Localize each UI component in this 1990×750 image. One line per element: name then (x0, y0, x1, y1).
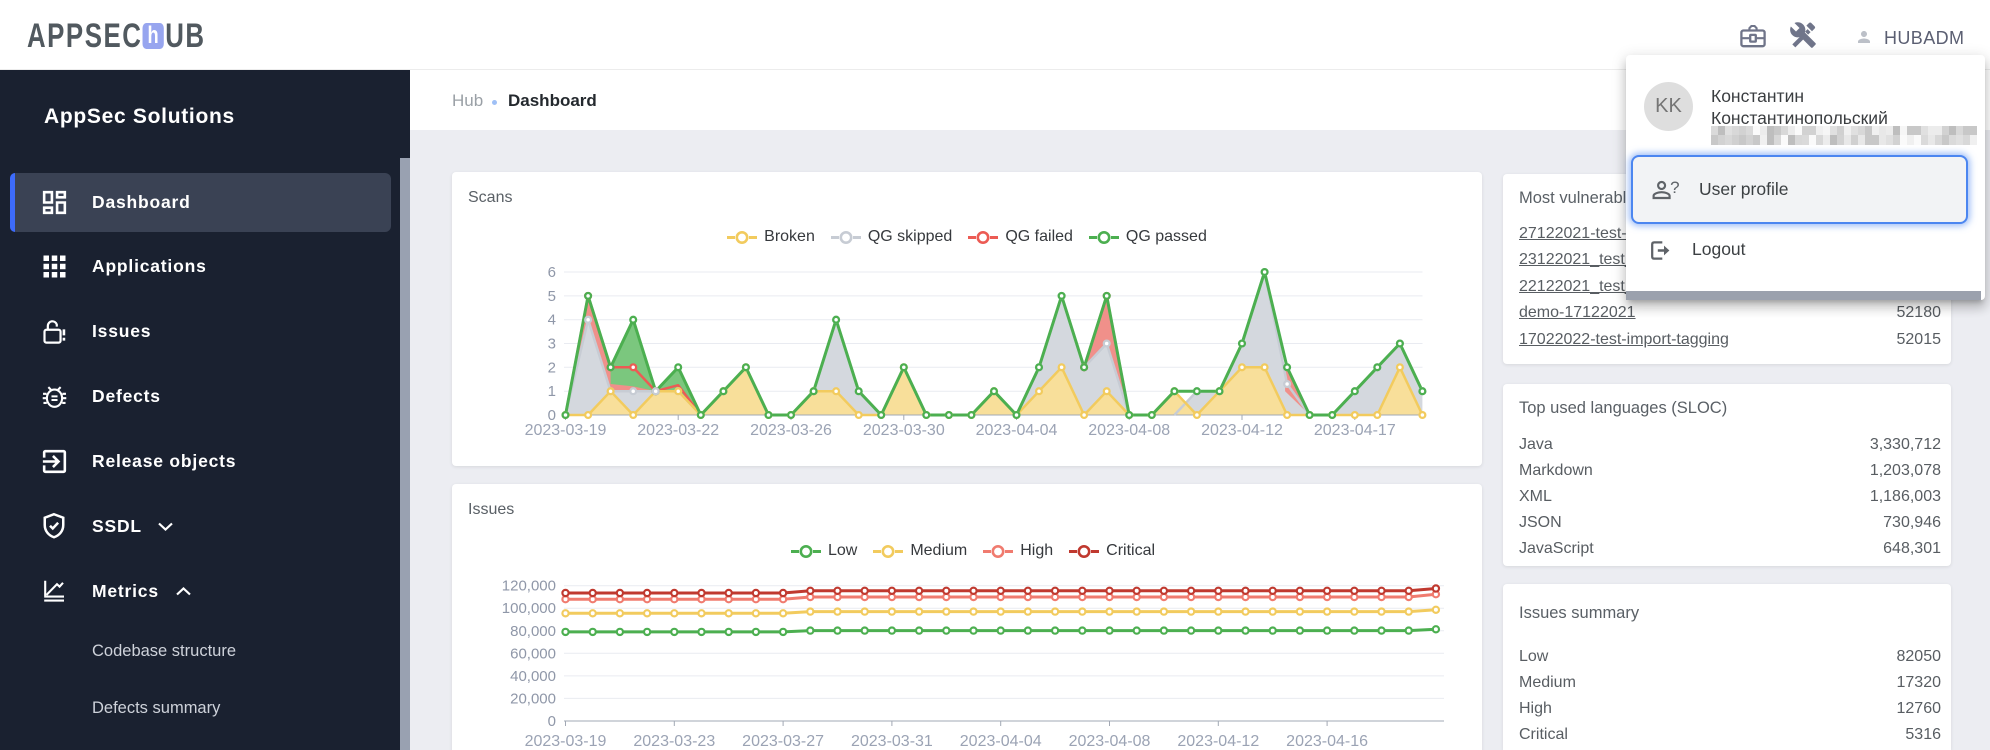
svg-text:6: 6 (548, 264, 556, 281)
svg-text:2023-04-16: 2023-04-16 (1286, 733, 1368, 750)
svg-text:120,000: 120,000 (502, 578, 556, 595)
svg-text:5: 5 (548, 288, 556, 305)
svg-text:2: 2 (548, 359, 556, 376)
svg-text:2023-03-22: 2023-03-22 (637, 422, 719, 439)
svg-text:1: 1 (548, 383, 556, 400)
svg-text:2023-04-12: 2023-04-12 (1177, 733, 1259, 750)
svg-text:0: 0 (548, 407, 556, 424)
svg-text:2023-03-19: 2023-03-19 (525, 733, 607, 750)
svg-text:2023-04-12: 2023-04-12 (1201, 422, 1283, 439)
svg-text:2023-03-31: 2023-03-31 (851, 733, 933, 750)
svg-text:80,000: 80,000 (510, 623, 556, 640)
svg-text:2023-03-19: 2023-03-19 (525, 422, 607, 439)
svg-text:20,000: 20,000 (510, 690, 556, 707)
svg-text:4: 4 (548, 312, 556, 329)
svg-text:2023-03-26: 2023-03-26 (750, 422, 832, 439)
svg-text:40,000: 40,000 (510, 668, 556, 685)
svg-text:2023-04-04: 2023-04-04 (976, 422, 1058, 439)
svg-text:2023-04-08: 2023-04-08 (1088, 422, 1170, 439)
svg-text:100,000: 100,000 (502, 600, 556, 617)
svg-text:60,000: 60,000 (510, 645, 556, 662)
svg-text:2023-03-27: 2023-03-27 (742, 733, 824, 750)
svg-text:0: 0 (548, 713, 556, 730)
svg-text:2023-04-08: 2023-04-08 (1069, 733, 1151, 750)
svg-text:2023-04-04: 2023-04-04 (960, 733, 1042, 750)
svg-text:2023-04-17: 2023-04-17 (1314, 422, 1396, 439)
svg-text:2023-03-30: 2023-03-30 (863, 422, 945, 439)
svg-text:3: 3 (548, 336, 556, 353)
svg-text:2023-03-23: 2023-03-23 (633, 733, 715, 750)
svg-text:?: ? (1670, 178, 1679, 197)
